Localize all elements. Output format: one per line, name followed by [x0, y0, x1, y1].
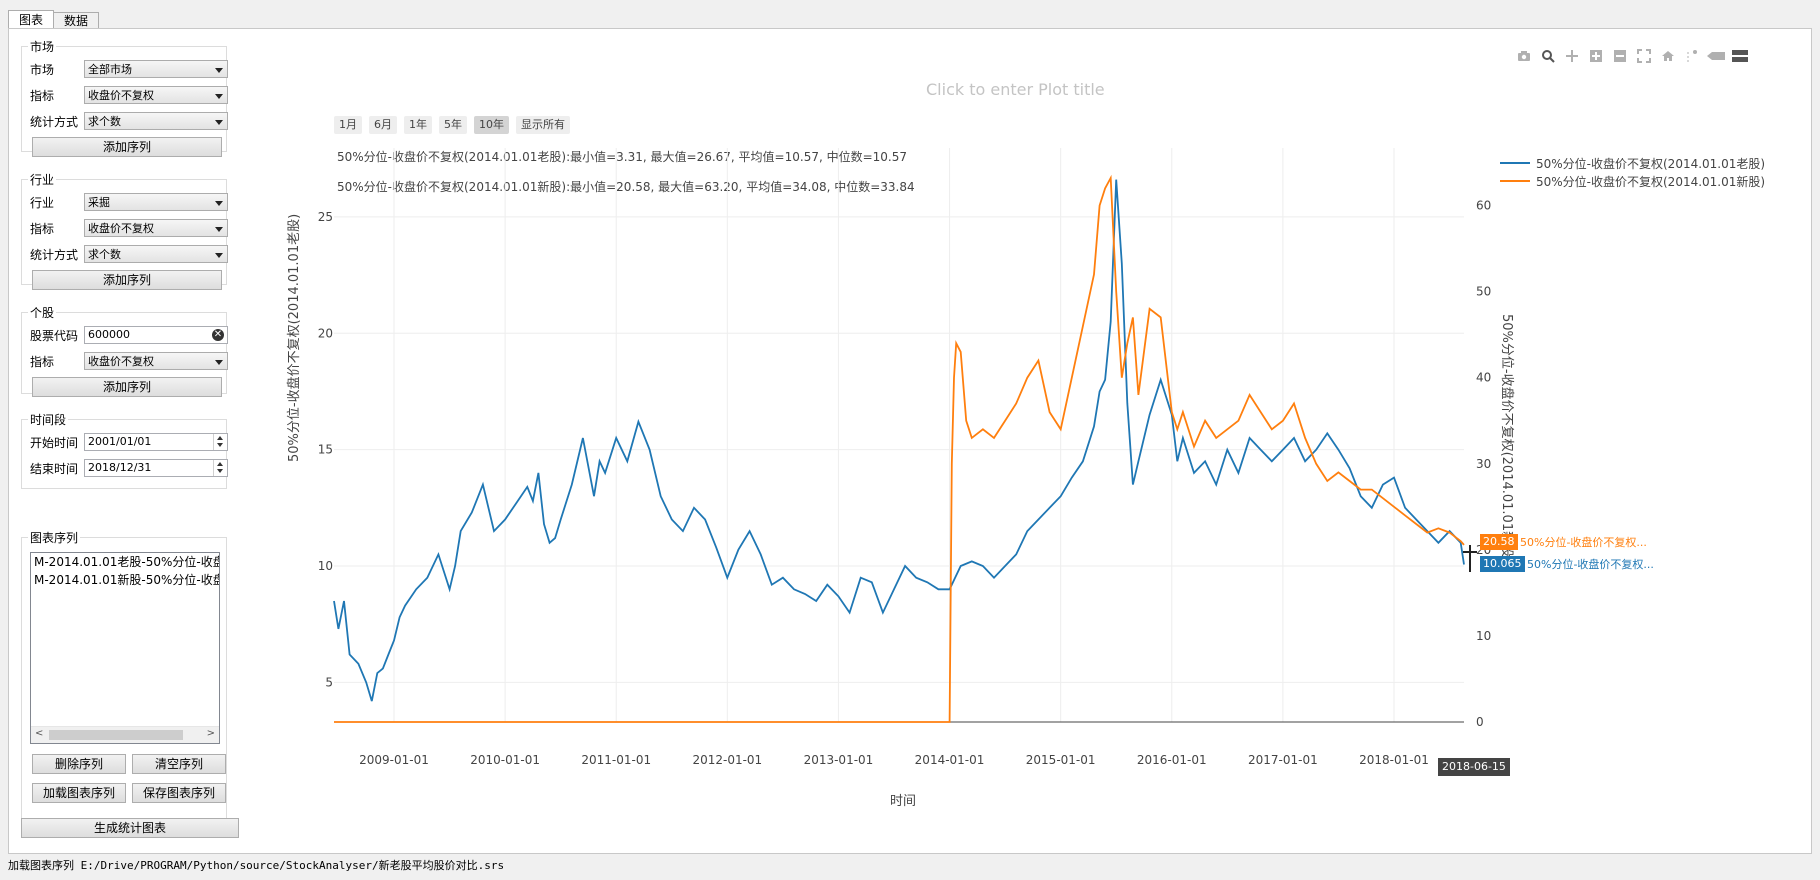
hover-label-orange: 50%分位-收盘价不复权... — [1520, 536, 1647, 549]
zoom-in-icon[interactable] — [1584, 48, 1608, 64]
annotation-old: 50%分位-收盘价不复权(2014.01.01老股):最小值=3.31, 最大值… — [337, 150, 908, 164]
range-button-10y[interactable]: 10年 — [474, 116, 509, 134]
market-group-title: 市场 — [28, 38, 57, 55]
list-item[interactable]: M-2014.01.01新股-50%分位-收盘价不复权 — [34, 573, 219, 587]
spin-icon[interactable] — [213, 434, 227, 450]
clear-series-button[interactable]: 清空序列 — [132, 754, 226, 774]
range-button-5y[interactable]: 5年 — [439, 116, 467, 134]
autoscale-icon[interactable] — [1632, 48, 1656, 64]
end-date-label: 结束时间 — [30, 461, 79, 476]
market-group: 市场 市场 全部市场 指标 收盘价不复权 统计方式 求个数 添加序列 — [21, 38, 228, 157]
chevron-down-icon — [215, 227, 223, 232]
chevron-down-icon — [215, 201, 223, 206]
chevron-down-icon — [215, 253, 223, 258]
hover-label-blue: 50%分位-收盘价不复权... — [1527, 558, 1654, 571]
chevron-down-icon — [215, 360, 223, 365]
horizontal-scrollbar[interactable]: < > — [31, 726, 219, 743]
chevron-down-icon — [215, 68, 223, 73]
status-bar: 加载图表序列 E:/Drive/PROGRAM/Python/source/St… — [8, 859, 505, 872]
tab-bar: 图表 数据 — [8, 10, 100, 31]
hover-closest-icon[interactable] — [1704, 48, 1728, 64]
industry-label: 行业 — [30, 195, 55, 210]
plot-title[interactable]: Click to enter Plot title — [926, 80, 1105, 99]
stock-group-title: 个股 — [28, 304, 57, 321]
scroll-thumb[interactable] — [49, 730, 183, 740]
pan-icon[interactable] — [1560, 48, 1584, 64]
spike-icon[interactable] — [1680, 48, 1704, 64]
annotation-new: 50%分位-收盘价不复权(2014.01.01新股):最小值=20.58, 最大… — [337, 180, 915, 194]
range-button-1y[interactable]: 1年 — [404, 116, 432, 134]
period-group-title: 时间段 — [28, 411, 69, 428]
industry-index-select[interactable]: 收盘价不复权 — [84, 219, 228, 237]
industry-stat-select[interactable]: 求个数 — [84, 245, 228, 263]
save-series-button[interactable]: 保存图表序列 — [132, 783, 226, 803]
end-date-input[interactable]: 2018/12/31 — [84, 459, 228, 477]
hover-value-orange: 20.58 — [1480, 534, 1518, 550]
series-group: 图表序列 M-2014.01.01老股-50%分位-收盘价不复权 M-2014.… — [21, 529, 227, 819]
chevron-right-icon[interactable]: > — [206, 728, 215, 739]
industry-group: 行业 行业 采掘 指标 收盘价不复权 统计方式 求个数 添加序列 — [21, 171, 228, 290]
range-button-all[interactable]: 显示所有 — [516, 116, 570, 134]
delete-series-button[interactable]: 删除序列 — [32, 754, 126, 774]
hover-date-tooltip: 2018-06-15 — [1438, 758, 1510, 776]
chevron-left-icon[interactable]: < — [35, 728, 44, 739]
main-pane: 市场 市场 全部市场 指标 收盘价不复权 统计方式 求个数 添加序列 行业 行业 采掘 … — [8, 28, 1812, 854]
industry-select[interactable]: 采掘 — [84, 193, 228, 211]
stock-index-select[interactable]: 收盘价不复权 — [84, 352, 228, 370]
stock-index-label: 指标 — [30, 354, 55, 369]
period-group: 时间段 开始时间 2001/01/01 结束时间 2018/12/31 — [21, 411, 228, 489]
y-right-axis-title: 50%分位-收盘价不复权(2014.01.01新股) — [1499, 314, 1514, 563]
market-index-label: 指标 — [30, 88, 55, 103]
camera-icon[interactable] — [1512, 48, 1536, 64]
market-add-series-button[interactable]: 添加序列 — [32, 137, 222, 157]
market-stat-select[interactable]: 求个数 — [84, 112, 228, 130]
start-date-input[interactable]: 2001/01/01 — [84, 433, 228, 451]
clear-icon[interactable]: ✕ — [212, 329, 224, 341]
zoom-icon[interactable] — [1536, 48, 1560, 64]
spin-icon[interactable] — [213, 460, 227, 476]
list-item[interactable]: M-2014.01.01老股-50%分位-收盘价不复权 — [34, 555, 219, 569]
series-list[interactable]: M-2014.01.01老股-50%分位-收盘价不复权 M-2014.01.01… — [30, 552, 220, 744]
market-select[interactable]: 全部市场 — [84, 60, 228, 78]
home-icon[interactable] — [1656, 48, 1680, 64]
stock-add-series-button[interactable]: 添加序列 — [32, 377, 222, 397]
series-group-title: 图表序列 — [28, 529, 81, 546]
industry-stat-label: 统计方式 — [30, 247, 79, 262]
industry-index-label: 指标 — [30, 221, 55, 236]
zoom-out-icon[interactable] — [1608, 48, 1632, 64]
y-left-axis-title: 50%分位-收盘价不复权(2014.01.01老股) — [287, 213, 302, 462]
market-stat-label: 统计方式 — [30, 114, 79, 129]
x-axis-title: 时间 — [890, 794, 917, 809]
generate-chart-button[interactable]: 生成统计图表 — [21, 818, 239, 838]
legend-item-old[interactable]: 50%分位-收盘价不复权(2014.01.01老股) — [1500, 154, 1765, 172]
range-button-1m[interactable]: 1月 — [334, 116, 362, 134]
industry-add-series-button[interactable]: 添加序列 — [32, 270, 222, 290]
hover-value-blue: 10.065 — [1480, 556, 1525, 572]
tab-data[interactable]: 数据 — [53, 12, 100, 29]
legend: 50%分位-收盘价不复权(2014.01.01老股) 50%分位-收盘价不复权(… — [1500, 154, 1765, 190]
chevron-down-icon — [215, 94, 223, 99]
start-date-label: 开始时间 — [30, 435, 79, 450]
hover-compare-icon[interactable] — [1728, 48, 1752, 64]
modebar — [1512, 48, 1752, 64]
range-button-6m[interactable]: 6月 — [369, 116, 397, 134]
stock-code-label: 股票代码 — [30, 328, 79, 343]
stock-group: 个股 股票代码 600000 ✕ 指标 收盘价不复权 添加序列 — [21, 304, 228, 397]
legend-item-new[interactable]: 50%分位-收盘价不复权(2014.01.01新股) — [1500, 172, 1765, 190]
chevron-down-icon — [215, 120, 223, 125]
industry-group-title: 行业 — [28, 171, 57, 188]
stock-code-input[interactable]: 600000 ✕ — [84, 326, 228, 344]
load-series-button[interactable]: 加载图表序列 — [32, 783, 126, 803]
market-index-select[interactable]: 收盘价不复权 — [84, 86, 228, 104]
market-label: 市场 — [30, 62, 55, 77]
